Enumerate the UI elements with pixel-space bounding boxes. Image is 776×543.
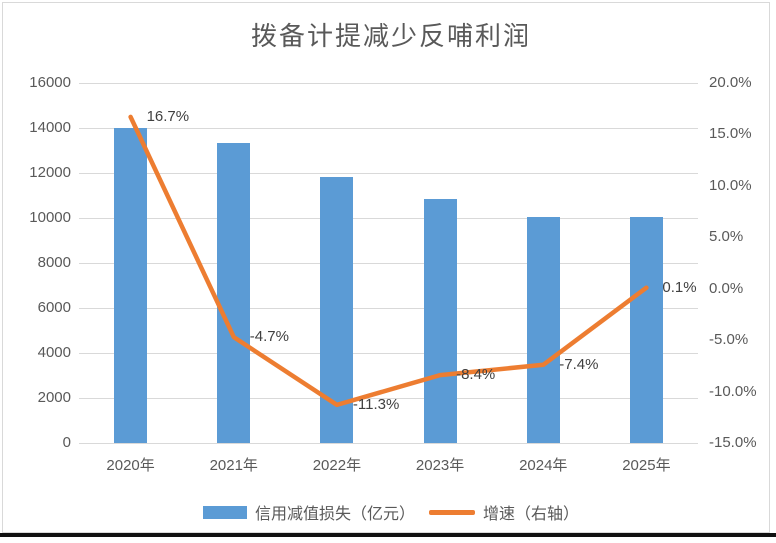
y-axis-left-tick-label: 14000 xyxy=(29,119,71,136)
y-axis-left-tick-label: 10000 xyxy=(29,209,71,226)
gridline xyxy=(79,352,698,354)
legend-bar-swatch-icon xyxy=(202,505,247,519)
y-axis-left-tick-label: 0 xyxy=(62,434,71,451)
legend-bar-label: 信用减值损失（亿元） xyxy=(254,506,415,523)
gridline xyxy=(79,82,698,84)
y-axis-left-tick-label: 16000 xyxy=(29,74,71,91)
x-axis-category-label: 2025年 xyxy=(622,457,671,474)
legend-line-swatch-icon xyxy=(429,509,475,515)
line-point-label: 0.1% xyxy=(662,278,697,296)
bar xyxy=(320,176,354,443)
line-point-label: -8.4% xyxy=(456,366,496,384)
y-axis-right-tick-label: -15.0% xyxy=(709,434,757,451)
x-axis-category-label: 2020年 xyxy=(106,457,155,474)
y-axis-right-tick-label: 10.0% xyxy=(709,176,752,194)
bar xyxy=(114,128,148,443)
y-axis-left-tick-label: 4000 xyxy=(37,344,71,361)
x-axis-category-label: 2023年 xyxy=(415,457,465,474)
y-axis-right-tick-label: 20.0% xyxy=(709,74,752,91)
bottom-border-line xyxy=(0,533,776,537)
line-point-label: -7.4% xyxy=(559,355,599,373)
gridline xyxy=(79,442,698,444)
line-point-label: -4.7% xyxy=(249,328,289,346)
gridline xyxy=(79,262,698,264)
bar xyxy=(217,142,251,443)
gridline xyxy=(79,307,698,309)
line-point-label: 16.7% xyxy=(146,107,190,125)
x-axis-category-label: 2021年 xyxy=(209,457,258,474)
y-axis-right-tick-label: -5.0% xyxy=(709,331,749,349)
y-axis-left-tick-label: 2000 xyxy=(37,389,71,406)
x-axis-category-label: 2024年 xyxy=(519,457,568,474)
gridline xyxy=(79,127,698,129)
legend-line-label: 增速（右轴） xyxy=(483,506,580,523)
y-axis-right-tick-label: 5.0% xyxy=(709,228,744,246)
line-point-label: -11.3% xyxy=(352,395,400,413)
y-axis-right-tick-label: 0.0% xyxy=(709,279,744,297)
chart-title: 拨备计提减少反哺利润 xyxy=(250,21,531,51)
bar xyxy=(629,216,663,443)
bar xyxy=(526,217,560,443)
y-axis-left-tick-label: 8000 xyxy=(37,254,71,271)
y-axis-left-tick-label: 12000 xyxy=(29,164,71,181)
gridline xyxy=(79,217,698,219)
bar xyxy=(423,199,457,443)
chart-frame: 拨备计提减少反哺利润 0 2000 4000 6000 8000 10000 12000 14… xyxy=(2,2,770,533)
y-axis-left-tick-label: 6000 xyxy=(37,299,71,316)
gridline xyxy=(79,172,698,174)
legend: 信用减值损失（亿元） 增速（右轴） xyxy=(3,500,776,524)
y-axis-right-tick-label: -10.0% xyxy=(709,382,757,400)
x-axis-category-label: 2022年 xyxy=(312,457,362,474)
legend-item-line: 增速（右轴） xyxy=(429,500,579,524)
legend-item-bars: 信用减值损失（亿元） xyxy=(202,500,415,524)
y-axis-right-tick-label: 15.0% xyxy=(709,125,752,143)
